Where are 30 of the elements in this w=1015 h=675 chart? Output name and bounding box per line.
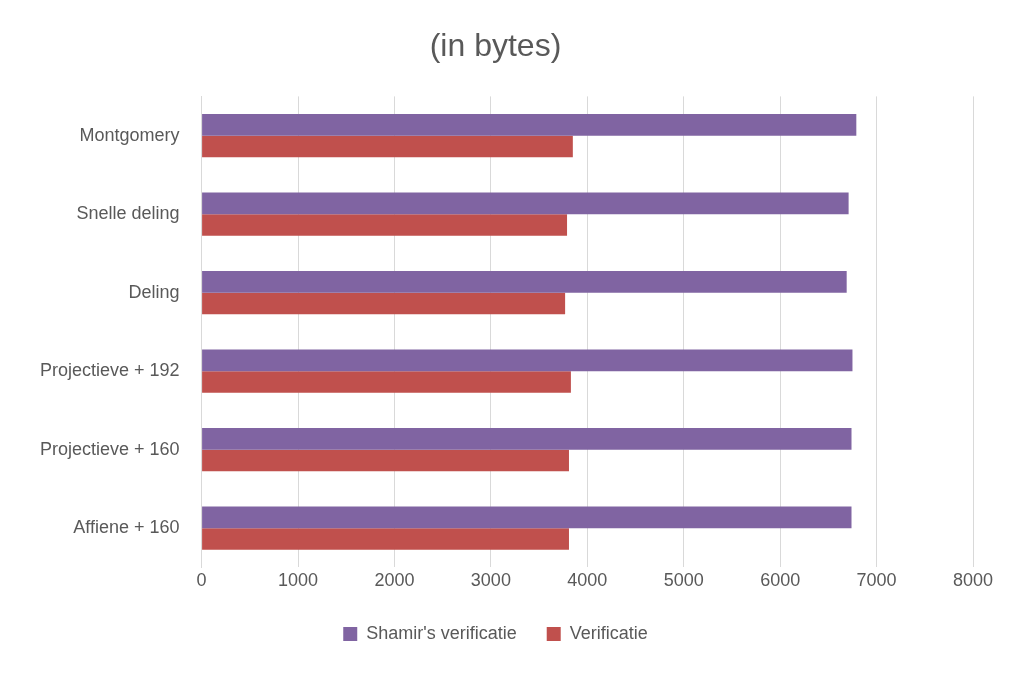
bar (202, 428, 852, 450)
y-tick-label: Deling (128, 281, 180, 302)
x-tick-label: 4000 (567, 570, 608, 591)
bar (202, 214, 568, 236)
y-tick-label: Snelle deling (76, 203, 180, 224)
bar (202, 506, 852, 529)
y-tick-label: Montgomery (79, 124, 180, 145)
x-tick-label: 7000 (856, 570, 897, 591)
bar (202, 271, 847, 293)
bar (202, 192, 849, 215)
x-tick-label: 5000 (663, 570, 704, 591)
x-tick-label: 1000 (277, 570, 319, 591)
x-tick-label: 6000 (760, 570, 801, 591)
bar (202, 114, 857, 136)
bar (202, 528, 569, 550)
bar (202, 449, 569, 472)
y-tick-label: Projectieve + 192 (39, 360, 180, 381)
y-tick-label: Projectieve + 160 (39, 438, 180, 459)
x-tick-label: 2000 (374, 570, 415, 591)
x-tick-label: 3000 (470, 570, 511, 591)
bar (202, 135, 573, 158)
legend-label: Verificatie (569, 622, 648, 643)
bar (202, 349, 853, 372)
chart-title: (in bytes) (429, 27, 562, 64)
x-tick-label: 8000 (952, 570, 994, 591)
bar (202, 371, 571, 393)
bar (202, 292, 566, 315)
y-tick-label: Affiene + 160 (73, 517, 180, 538)
x-tick-label: 0 (196, 570, 207, 591)
legend-label: Shamir's verificatie (366, 622, 517, 643)
